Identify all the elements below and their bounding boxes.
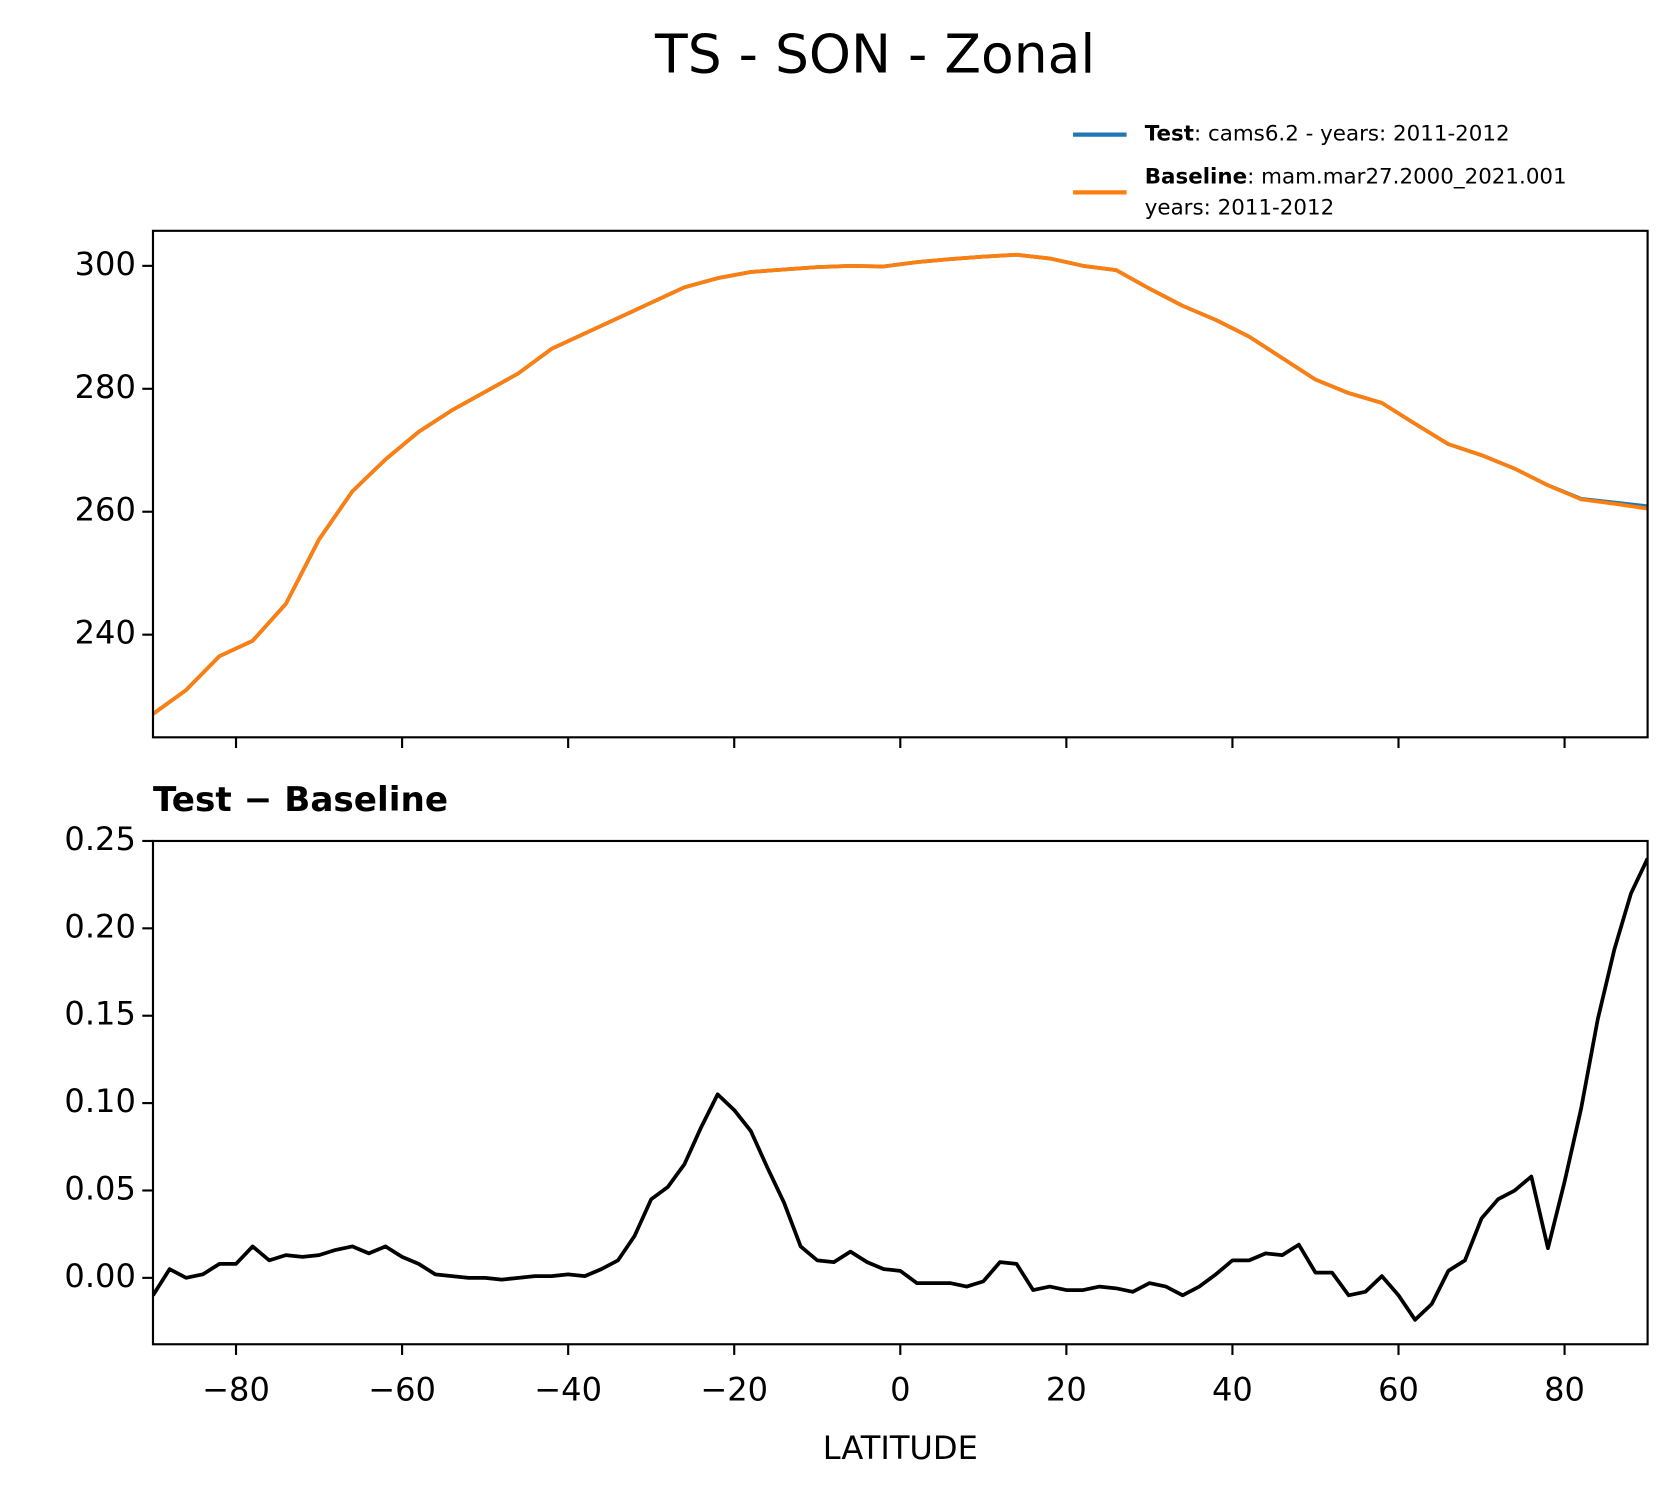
y-tick-label: 0.25 [64,820,135,858]
x-tick-label: 20 [1046,1370,1087,1408]
y-tick-label: 0.20 [64,907,135,945]
axes-frame [151,839,1649,1346]
x-tick-label: −20 [700,1370,768,1408]
x-tick-label: 0 [890,1370,910,1408]
axes-frame [151,229,1649,739]
y-tick-label: 300 [75,245,136,283]
y-tick-label: 0.05 [64,1169,135,1207]
legend-name: Baseline [1145,164,1247,189]
data-line [152,857,1648,1322]
panel-title: Test − Baseline [153,780,448,820]
data-line [152,252,1648,716]
y-tick-label: 260 [75,491,136,529]
y-tick-label: 0.00 [64,1257,135,1295]
x-tick-label: −40 [534,1370,602,1408]
legend-description: years: 2011-2012 [1145,195,1334,220]
legend-name: Test [1145,122,1194,147]
legend-entry: Test: cams6.2 - years: 2011-2012 [1145,122,1510,147]
y-tick-label: 0.15 [64,995,135,1033]
x-tick-label: 60 [1378,1370,1419,1408]
legend-entry: Baseline: mam.mar27.2000_2021.001 [1145,164,1567,189]
x-tick-label: 80 [1544,1370,1585,1408]
y-tick-label: 240 [75,614,136,652]
x-tick-label: −60 [368,1370,436,1408]
x-tick-label: −80 [202,1370,270,1408]
x-axis-label: LATITUDE [823,1429,978,1467]
legend-description: : mam.mar27.2000_2021.001 [1247,164,1567,189]
y-tick-label: 0.10 [64,1082,135,1120]
legend-description: : cams6.2 - years: 2011-2012 [1194,122,1510,147]
y-tick-label: 280 [75,368,136,406]
x-tick-label: 40 [1212,1370,1253,1408]
figure-title: TS - SON - Zonal [654,22,1095,85]
